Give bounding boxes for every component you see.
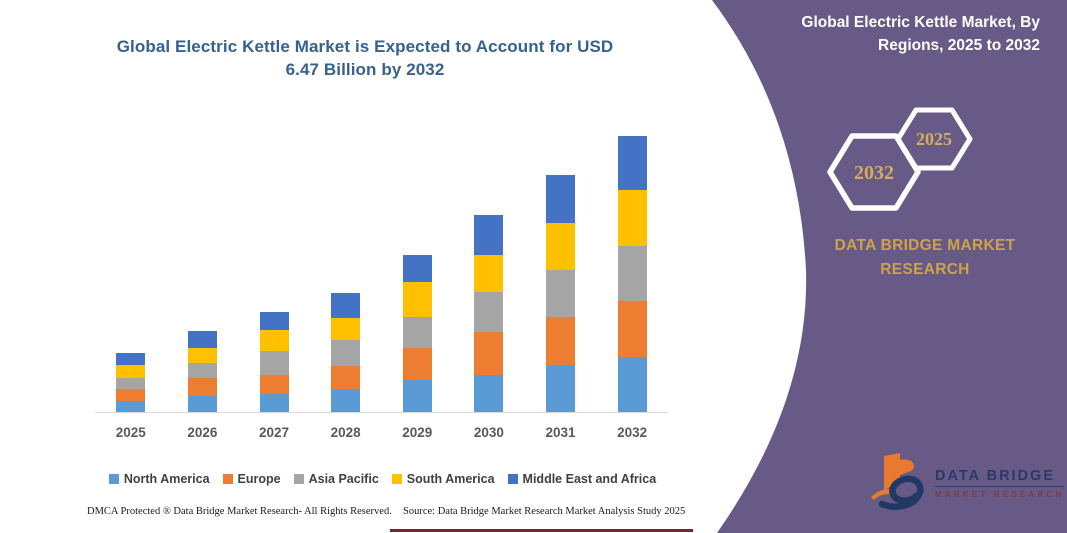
bar-segment: [402, 255, 432, 282]
stacked-bar-2032: [617, 135, 647, 412]
bar-segment: [402, 281, 432, 317]
bar-segment: [187, 347, 217, 364]
bar-segment: [402, 316, 432, 348]
bar-segment: [331, 318, 361, 341]
bar-segment: [187, 363, 217, 379]
bar-segment: [546, 223, 576, 271]
bar-segment: [187, 378, 217, 396]
bar-segment: [546, 316, 576, 366]
legend: North America Europe Asia Pacific South Ame…: [85, 472, 680, 486]
bar-segment: [116, 353, 146, 365]
hexagon-2032: 2032: [827, 133, 921, 211]
logo-title: DATA BRIDGE: [935, 468, 1065, 487]
bar-segment: [546, 174, 576, 224]
dbmr-logo: DATA BRIDGE MARKET RESEARCH: [868, 452, 1065, 514]
stacked-bar-2029: [402, 255, 432, 412]
stacked-bar-2026: [187, 331, 217, 412]
bar-segment: [474, 332, 504, 376]
stacked-bar-2031: [546, 174, 576, 412]
bar-segment: [116, 364, 146, 378]
bar-segment: [617, 357, 647, 412]
stacked-bar-2027: [259, 311, 289, 412]
bar-segment: [617, 301, 647, 357]
bar-segment: [331, 340, 361, 366]
bar-segment: [331, 388, 361, 412]
brand-text: DATA BRIDGE MARKET RESEARCH: [834, 237, 1016, 279]
chart-title-line1: Global Electric Kettle Market is Expecte…: [116, 37, 614, 56]
bar-segment: [546, 270, 576, 317]
bar-segment: [474, 292, 504, 333]
bar-segment: [402, 348, 432, 380]
bar-segment: [474, 375, 504, 412]
legend-item: Middle East and Africa: [507, 472, 657, 486]
legend-label: Asia Pacific: [308, 472, 379, 486]
x-axis-label: 2029: [402, 425, 433, 440]
stacked-bar-2028: [331, 292, 361, 412]
hexagon-2025-label: 2025: [916, 129, 952, 149]
bar-segment: [402, 380, 432, 412]
bar-segment: [187, 331, 217, 348]
legend-label: Middle East and Africa: [522, 472, 657, 486]
bar-segment: [474, 214, 504, 255]
hexagon-2032-label: 2032: [854, 162, 894, 184]
legend-swatch-icon: [507, 474, 518, 484]
legend-swatch-icon: [293, 474, 304, 484]
stacked-bar-2030: [474, 214, 504, 412]
hexagon-2025: 2025: [895, 107, 973, 171]
chart-title-line2: 6.47 Billion by 2032: [285, 59, 445, 79]
x-axis-label: 2027: [259, 425, 290, 440]
bar-segment: [331, 365, 361, 389]
x-axis-label: 2031: [545, 425, 576, 440]
x-axis-label: 2026: [187, 425, 218, 440]
legend-swatch-icon: [108, 474, 119, 484]
bar-segment: [116, 377, 146, 389]
legend-label: South America: [406, 472, 495, 486]
logo-subtitle: MARKET RESEARCH: [935, 489, 1065, 499]
bar-segment: [474, 254, 504, 293]
panel-title: Global Electric Kettle Market, By Region…: [801, 14, 1040, 55]
bar-segment: [546, 365, 576, 412]
legend-item: Europe: [222, 472, 281, 486]
legend-label: Europe: [237, 472, 281, 486]
bar-segment: [331, 292, 361, 319]
bar-segment: [259, 374, 289, 394]
legend-swatch-icon: [391, 474, 402, 484]
legend-item: Asia Pacific: [293, 472, 379, 486]
legend-item: North America: [108, 472, 210, 486]
x-axis-label: 2028: [330, 425, 361, 440]
bar-segment: [617, 245, 647, 302]
footer-dmca-text: DMCA Protected ® Data Bridge Market Rese…: [87, 506, 392, 517]
x-axis-label: 2032: [617, 425, 648, 440]
bar-segment: [116, 401, 146, 412]
logo-b-mark: [871, 453, 924, 510]
x-axis-label: 2025: [115, 425, 146, 440]
hexagon-badges: 2032 2025: [827, 107, 973, 211]
plot-area: [95, 110, 668, 413]
legend-item: South America: [391, 472, 495, 486]
bar-segment: [259, 311, 289, 331]
chart-title: Global Electric Kettle Market is Expecte…: [60, 36, 670, 82]
bar-segment: [116, 388, 146, 402]
bar-segment: [259, 393, 289, 412]
bar-segment: [259, 330, 289, 352]
footer-source-text: Source: Data Bridge Market Research Mark…: [403, 506, 686, 517]
x-axis-labels: 2025 2026 2027 2028 2029 2030 2031 2032: [95, 425, 668, 445]
bar-segment: [259, 351, 289, 375]
bar-segment: [187, 395, 217, 412]
legend-swatch-icon: [222, 474, 233, 484]
bar-segment: [617, 189, 647, 246]
footer: DMCA Protected ® Data Bridge Market Rese…: [0, 506, 707, 522]
logo-text: DATA BRIDGE MARKET RESEARCH: [935, 468, 1065, 499]
x-axis-label: 2030: [473, 425, 504, 440]
bottom-accent-line: [390, 529, 693, 532]
chart-area: Global Electric Kettle Market is Expecte…: [0, 36, 707, 532]
legend-label: North America: [123, 472, 210, 486]
stacked-bar-2025: [116, 353, 146, 412]
bar-segment: [617, 135, 647, 190]
